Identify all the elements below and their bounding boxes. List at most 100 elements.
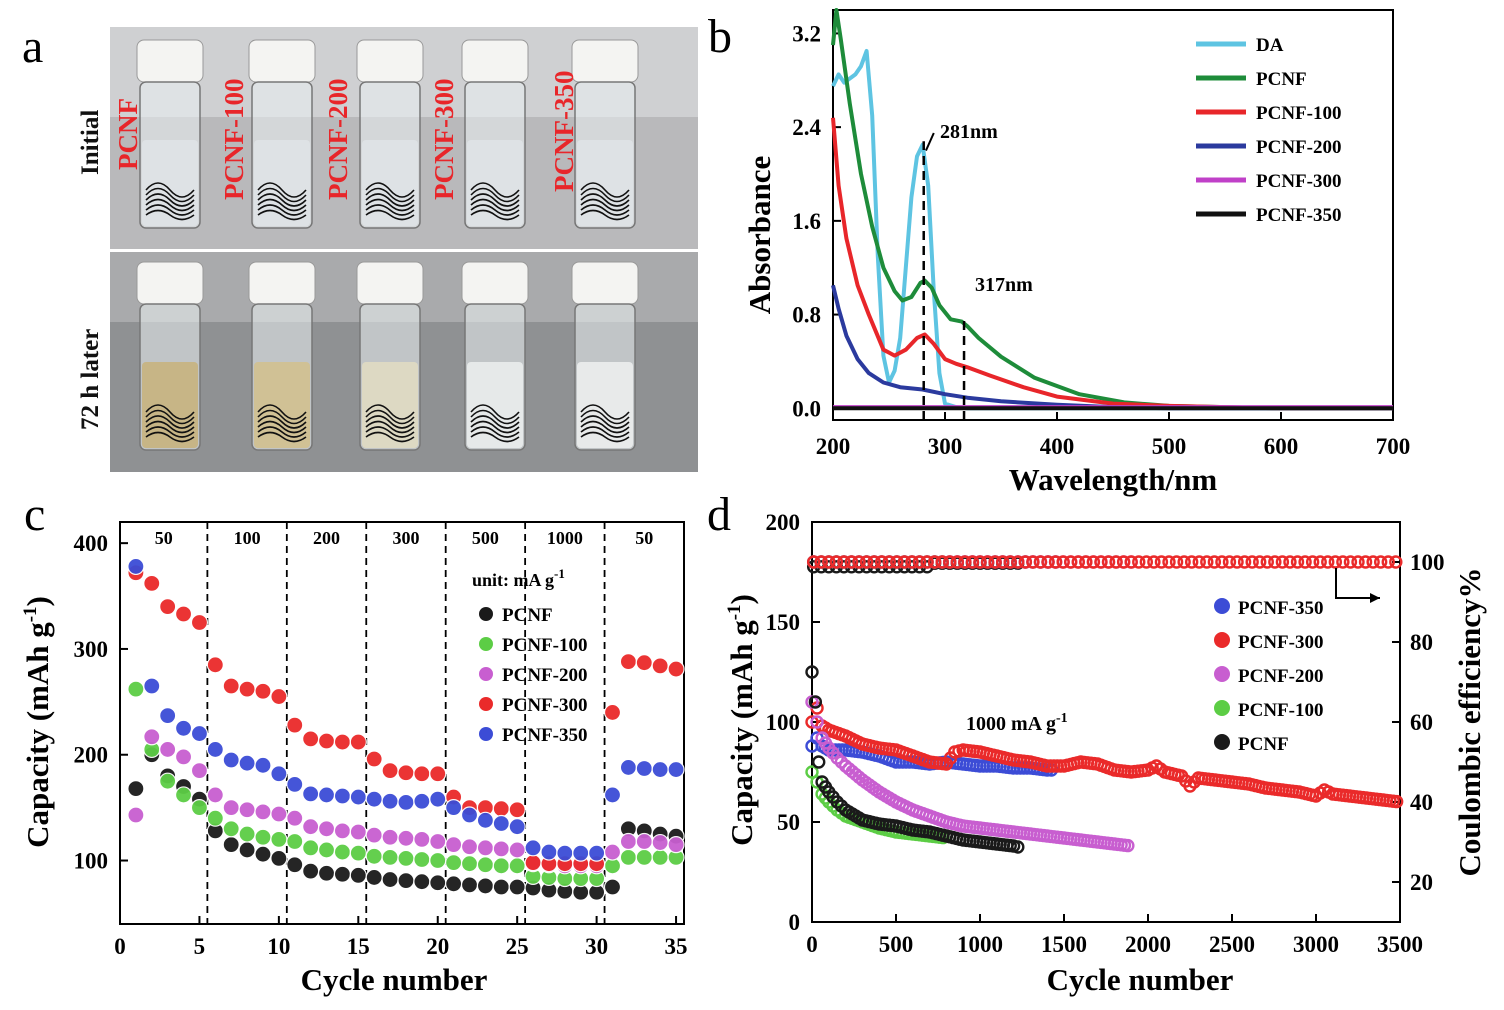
panel-d-efficiency-points [806,555,1403,574]
efficiency-point-pcnf-300 [1064,555,1078,569]
x-tick-label: 600 [1264,434,1299,459]
point-pcnf [238,841,256,859]
efficiency-point-pcnf-300 [1071,555,1085,569]
x-tick-label: 2000 [1125,932,1171,957]
annotation-281nm: 281nm [940,121,998,143]
point-pcnf-350 [667,760,685,779]
point-pcnf-200 [365,826,383,844]
point-pcnf-350 [603,786,622,804]
legend-label-pcnf-100: PCNF-100 [1238,700,1323,721]
capacity-point-pcnf [805,665,819,679]
point-pcnf-200 [159,740,177,759]
point-pcnf-300 [651,657,669,675]
efficiency-point-pcnf-300 [882,555,896,569]
panel-d-frame [811,521,1401,923]
point-pcnf-350 [556,844,574,862]
point-pcnf-100 [238,825,256,843]
point-pcnf-300 [222,677,240,695]
point-pcnf-100 [445,854,463,872]
vial-cap [461,261,529,305]
efficiency-point-pcnf-300 [1056,555,1070,569]
point-pcnf-350 [270,765,288,783]
legend-marker-pcnf [1214,734,1230,750]
panel-d-capacity-points [805,665,1404,854]
y-tick-label: 0.8 [792,303,821,328]
point-pcnf-100 [302,839,320,857]
efficiency-point-pcnf-300 [1184,555,1199,569]
legend-label-da: DA [1256,35,1284,56]
legend-marker-pcnf-100 [1214,700,1230,716]
efficiency-point-pcnf-300 [1192,555,1206,569]
point-pcnf-350 [381,792,399,810]
efficiency-point-pcnf-300 [844,555,859,569]
point-pcnf [445,875,463,893]
point-pcnf-350 [349,788,367,806]
legend-marker-pcnf-300 [1214,632,1230,648]
point-pcnf-100 [651,848,669,866]
panel-b-label: b [708,10,732,63]
efficiency-point-pcnf-300 [875,555,889,569]
efficiency-point-pcnf-300 [1290,555,1305,569]
point-pcnf-300 [667,660,685,678]
point-pcnf-350 [159,706,177,725]
efficiency-point-pcnf-300 [1033,555,1048,569]
point-pcnf-100 [508,857,526,875]
arrow-head-icon [1370,593,1380,603]
panel-b-ticks: 200 300 400 500 600 700 0.0 0.8 1.6 2.4 3.2 [792,21,1410,459]
point-pcnf-350 [254,756,272,774]
vial-label-pcnf-100: PCNF-100 [219,79,249,200]
efficiency-point-pcnf-300 [1048,555,1063,569]
nanofibre-bundle [257,404,307,443]
vial-cap [136,39,204,83]
efficiency-point-pcnf-300 [1139,555,1154,569]
point-pcnf-100 [174,786,193,804]
point-pcnf [476,877,495,895]
point-pcnf [333,865,352,883]
point-pcnf-300 [159,598,177,616]
capacity-point-pcnf-300 [1389,794,1404,809]
point-pcnf-350 [445,799,463,817]
legend-label-pcnf-350: PCNF-350 [1238,598,1323,619]
point-pcnf-350 [127,557,145,576]
x-tick-label: 200 [816,434,851,459]
efficiency-point-pcnf-300 [1268,555,1282,569]
row-label-72h: 72 h later [77,329,104,430]
x-tick-label: 20 [426,934,449,959]
efficiency-point-pcnf-300 [1336,555,1350,569]
point-pcnf-350 [238,754,256,772]
point-pcnf-300 [174,605,193,623]
efficiency-point-pcnf-300 [837,555,851,569]
point-pcnf-300 [381,762,399,780]
y-tick-label: 50 [777,810,800,835]
point-pcnf-200 [206,786,224,804]
point-pcnf-200 [127,806,145,824]
y-tick-label: 400 [74,531,109,556]
point-pcnf-200 [286,809,304,827]
series-line-pcnf-100 [831,117,1393,411]
point-pcnf-100 [206,809,224,827]
efficiency-point-pcnf-300 [1101,555,1116,569]
point-pcnf-350 [540,843,558,861]
point-pcnf-200 [238,801,256,819]
efficiency-point-pcnf-300 [950,555,965,569]
x-tick-label: 300 [928,434,963,459]
efficiency-point-pcnf-300 [1132,555,1146,569]
efficiency-point-pcnf-300 [1162,555,1176,569]
point-pcnf-200 [190,762,209,780]
annotation-317nm: 317nm [975,274,1033,296]
panel-c-frame [119,521,685,925]
point-pcnf [413,873,431,891]
efficiency-point-pcnf-300 [1298,555,1312,569]
efficiency-point-pcnf-300 [1018,555,1033,569]
panel-b-legend: DA PCNF PCNF-100 PCNF-200 PCNF-300 PCNF-350 [1196,35,1341,226]
rate-label-4: 500 [472,528,499,548]
x-tick-label: 3500 [1377,932,1423,957]
x-tick-label: 400 [1040,434,1075,459]
legend-label-pcnf-300: PCNF-300 [502,695,587,716]
panel-c-ylabel: Capacity (mAh g-1) [20,596,55,848]
point-pcnf-100 [159,772,177,790]
efficiency-point-pcnf-300 [973,555,987,569]
point-pcnf [317,864,336,882]
nanofibre-bundle [145,404,195,443]
panel-c-dividers: 50 100 200 300 500 1000 50 [155,522,653,924]
